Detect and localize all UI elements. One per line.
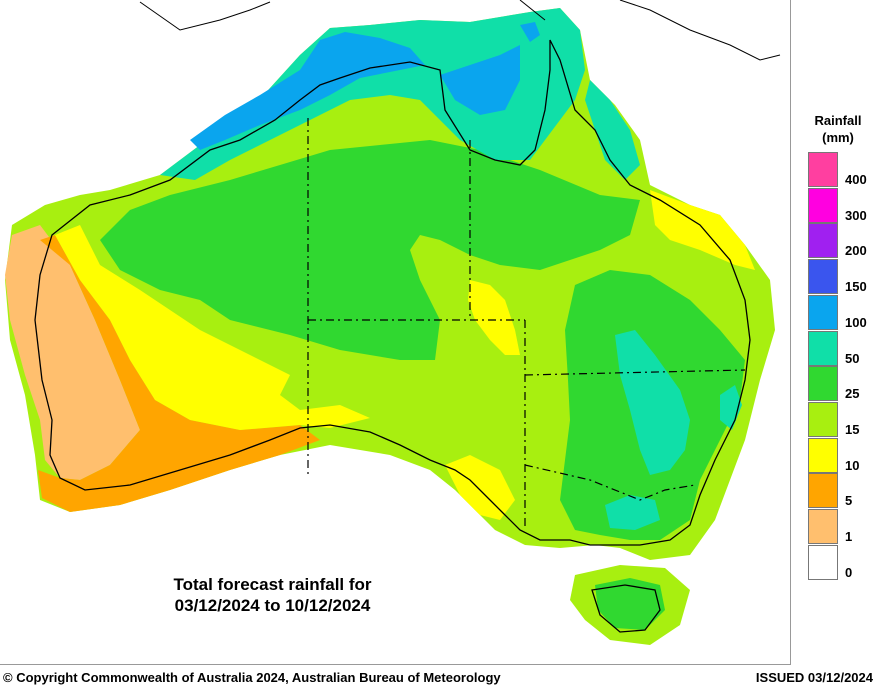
rain-100mm-topend [440, 45, 520, 115]
copyright-text: © Copyright Commonwealth of Australia 20… [3, 670, 501, 685]
legend-label-150: 150 [845, 279, 867, 295]
rain-100mm-tip [520, 22, 540, 42]
rain-10mm-gulf [445, 455, 515, 520]
legend-swatch-10 [808, 437, 838, 473]
legend-label-100: 100 [845, 314, 867, 330]
map-frame [0, 0, 791, 665]
tasmania-coast [591, 584, 661, 633]
legend-label-400: 400 [845, 172, 867, 187]
legend-swatch-1 [808, 509, 838, 544]
legend-label-300: 300 [845, 207, 867, 223]
rain-5mm-west [38, 235, 320, 512]
rain-50mm-inland [615, 330, 690, 475]
legend-label-1: 1 [845, 529, 853, 544]
legend-label-15: 15 [845, 421, 860, 437]
rain-100mm-kimberley [190, 32, 425, 150]
legend-swatch-200 [808, 223, 838, 259]
legend-label-0: 0 [845, 564, 853, 580]
rain-50mm-north [160, 8, 585, 180]
legend-swatch-150 [808, 259, 838, 295]
rain-50mm-coast [720, 385, 742, 430]
rain-10mm-sa [468, 280, 520, 355]
legend-title-line-1: Rainfall [814, 113, 862, 128]
tasmania-inner [595, 578, 665, 630]
legend-swatch-400 [808, 152, 838, 187]
coastline [34, 39, 751, 546]
legend-label-10: 10 [845, 457, 860, 473]
state-borders [307, 118, 746, 530]
rain-10mm-southwest [55, 225, 370, 430]
rain-50mm-southeast [605, 495, 660, 530]
legend-swatch-25 [808, 366, 838, 402]
forecast-caption: Total forecast rainfall for 03/12/2024 t… [120, 574, 425, 616]
neighbour-coastline [139, 0, 781, 61]
rain-25mm-north [100, 140, 640, 360]
legend-title-line-2: (mm) [822, 130, 854, 145]
legend-swatch-300 [808, 187, 838, 223]
rain-50mm-capeyork [585, 80, 640, 180]
legend-label-5: 5 [845, 493, 853, 509]
legend-label-25: 25 [845, 386, 860, 402]
issued-date: ISSUED 03/12/2024 [755, 670, 873, 685]
rainfall-map [5, 0, 781, 645]
caption-line-2: 03/12/2024 to 10/12/2024 [174, 596, 371, 615]
legend-swatch-15 [808, 401, 838, 437]
legend-swatch-0 [808, 544, 838, 580]
caption-line-1: Total forecast rainfall for [173, 575, 372, 594]
legend-swatch-5 [808, 473, 838, 509]
legend-title: Rainfall (mm) [805, 112, 871, 146]
legend-swatch-100 [808, 294, 838, 330]
legend-label-200: 200 [845, 243, 867, 259]
legend-label-50: 50 [845, 350, 860, 366]
legend-swatch-50 [808, 330, 838, 366]
